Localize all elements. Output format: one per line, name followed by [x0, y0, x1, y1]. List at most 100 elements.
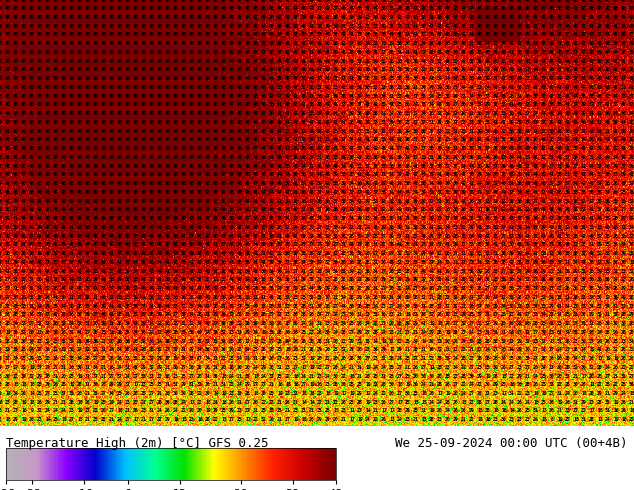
Text: 48: 48 [493, 24, 499, 29]
Text: 47: 47 [517, 0, 523, 2]
Text: 33: 33 [589, 225, 595, 230]
Text: 48: 48 [165, 120, 171, 125]
Text: 48: 48 [117, 120, 123, 125]
Text: 48: 48 [29, 85, 35, 90]
Text: 25: 25 [0, 286, 3, 291]
Text: 48: 48 [77, 120, 83, 125]
Text: 45: 45 [261, 41, 267, 46]
Text: 24: 24 [301, 373, 307, 378]
Text: 35: 35 [517, 260, 523, 265]
Text: 39: 39 [93, 277, 99, 282]
Text: 19: 19 [557, 400, 563, 405]
Text: 25: 25 [333, 129, 339, 134]
Text: 48: 48 [5, 146, 11, 151]
Text: 32: 32 [525, 76, 531, 81]
Text: 36: 36 [565, 207, 571, 212]
Text: 27: 27 [213, 347, 219, 352]
Text: 48: 48 [93, 234, 99, 239]
Text: 39: 39 [581, 111, 587, 116]
Text: 48: 48 [229, 41, 235, 46]
Text: 23: 23 [533, 339, 539, 343]
Text: 26: 26 [365, 155, 371, 160]
Text: 22: 22 [621, 365, 627, 370]
Text: 26: 26 [109, 356, 115, 361]
Text: 31: 31 [189, 382, 195, 387]
Text: 34: 34 [485, 129, 491, 134]
Text: 23: 23 [141, 382, 147, 387]
Text: 25: 25 [269, 391, 275, 396]
Text: 25: 25 [277, 409, 283, 414]
Text: 28: 28 [429, 417, 435, 422]
Text: 35: 35 [389, 6, 395, 11]
Text: 33: 33 [261, 216, 267, 221]
Text: 40: 40 [101, 312, 107, 318]
Text: 35: 35 [381, 68, 387, 73]
Text: 31: 31 [93, 295, 99, 300]
Text: 42: 42 [461, 32, 467, 37]
Text: 44: 44 [237, 102, 243, 107]
Text: 33: 33 [261, 304, 267, 309]
Text: 32: 32 [453, 111, 459, 116]
Text: 24: 24 [165, 312, 171, 318]
Text: 32: 32 [285, 225, 291, 230]
Text: 45: 45 [565, 111, 571, 116]
Text: 33: 33 [85, 304, 91, 309]
Text: 36: 36 [197, 277, 203, 282]
Text: 26: 26 [389, 286, 395, 291]
Text: 48: 48 [69, 137, 75, 143]
Text: 46: 46 [261, 94, 267, 98]
Text: 48: 48 [149, 6, 155, 11]
Text: 48: 48 [597, 0, 603, 2]
Text: 41: 41 [605, 137, 611, 143]
Text: 23: 23 [461, 347, 467, 352]
Text: 35: 35 [5, 243, 11, 247]
Text: 35: 35 [29, 295, 35, 300]
Text: 31: 31 [573, 400, 579, 405]
Text: 40: 40 [365, 0, 371, 2]
Text: 27: 27 [293, 365, 299, 370]
Text: 48: 48 [165, 198, 171, 204]
Text: 41: 41 [357, 172, 363, 177]
Text: 28: 28 [173, 330, 179, 335]
Text: 39: 39 [461, 190, 467, 195]
Text: 37: 37 [413, 94, 419, 98]
Text: 19: 19 [405, 382, 411, 387]
Text: 48: 48 [157, 6, 163, 11]
Text: 48: 48 [109, 137, 115, 143]
Text: 22: 22 [357, 269, 363, 273]
Text: 48: 48 [109, 225, 115, 230]
Text: 48: 48 [549, 15, 555, 20]
Text: 35: 35 [597, 198, 603, 204]
Text: 39: 39 [301, 277, 307, 282]
Text: 43: 43 [429, 24, 435, 29]
Text: 45: 45 [629, 76, 634, 81]
Text: 44: 44 [309, 120, 315, 125]
Text: 29: 29 [517, 321, 523, 326]
Text: 31: 31 [429, 277, 435, 282]
Text: 42: 42 [445, 24, 451, 29]
Text: 48: 48 [509, 24, 515, 29]
Text: 39: 39 [101, 304, 107, 309]
Text: 38: 38 [573, 155, 579, 160]
Text: 36: 36 [149, 295, 155, 300]
Text: 29: 29 [365, 286, 371, 291]
Text: 40: 40 [245, 243, 251, 247]
Text: 46: 46 [485, 0, 491, 2]
Text: 45: 45 [597, 85, 603, 90]
Text: 12: 12 [389, 347, 395, 352]
Text: 40: 40 [325, 32, 331, 37]
Text: 24: 24 [373, 391, 379, 396]
Text: 39: 39 [565, 190, 571, 195]
Text: 30: 30 [533, 137, 539, 143]
Text: 42: 42 [501, 120, 507, 125]
Text: 27: 27 [509, 365, 515, 370]
Text: 25: 25 [21, 356, 27, 361]
Text: 40: 40 [197, 234, 203, 239]
Text: 38: 38 [333, 15, 339, 20]
Text: 36: 36 [285, 277, 291, 282]
Text: 44: 44 [341, 304, 347, 309]
Text: 40: 40 [541, 181, 547, 186]
Text: 42: 42 [461, 181, 467, 186]
Text: 44: 44 [261, 24, 267, 29]
Text: 48: 48 [77, 164, 83, 169]
